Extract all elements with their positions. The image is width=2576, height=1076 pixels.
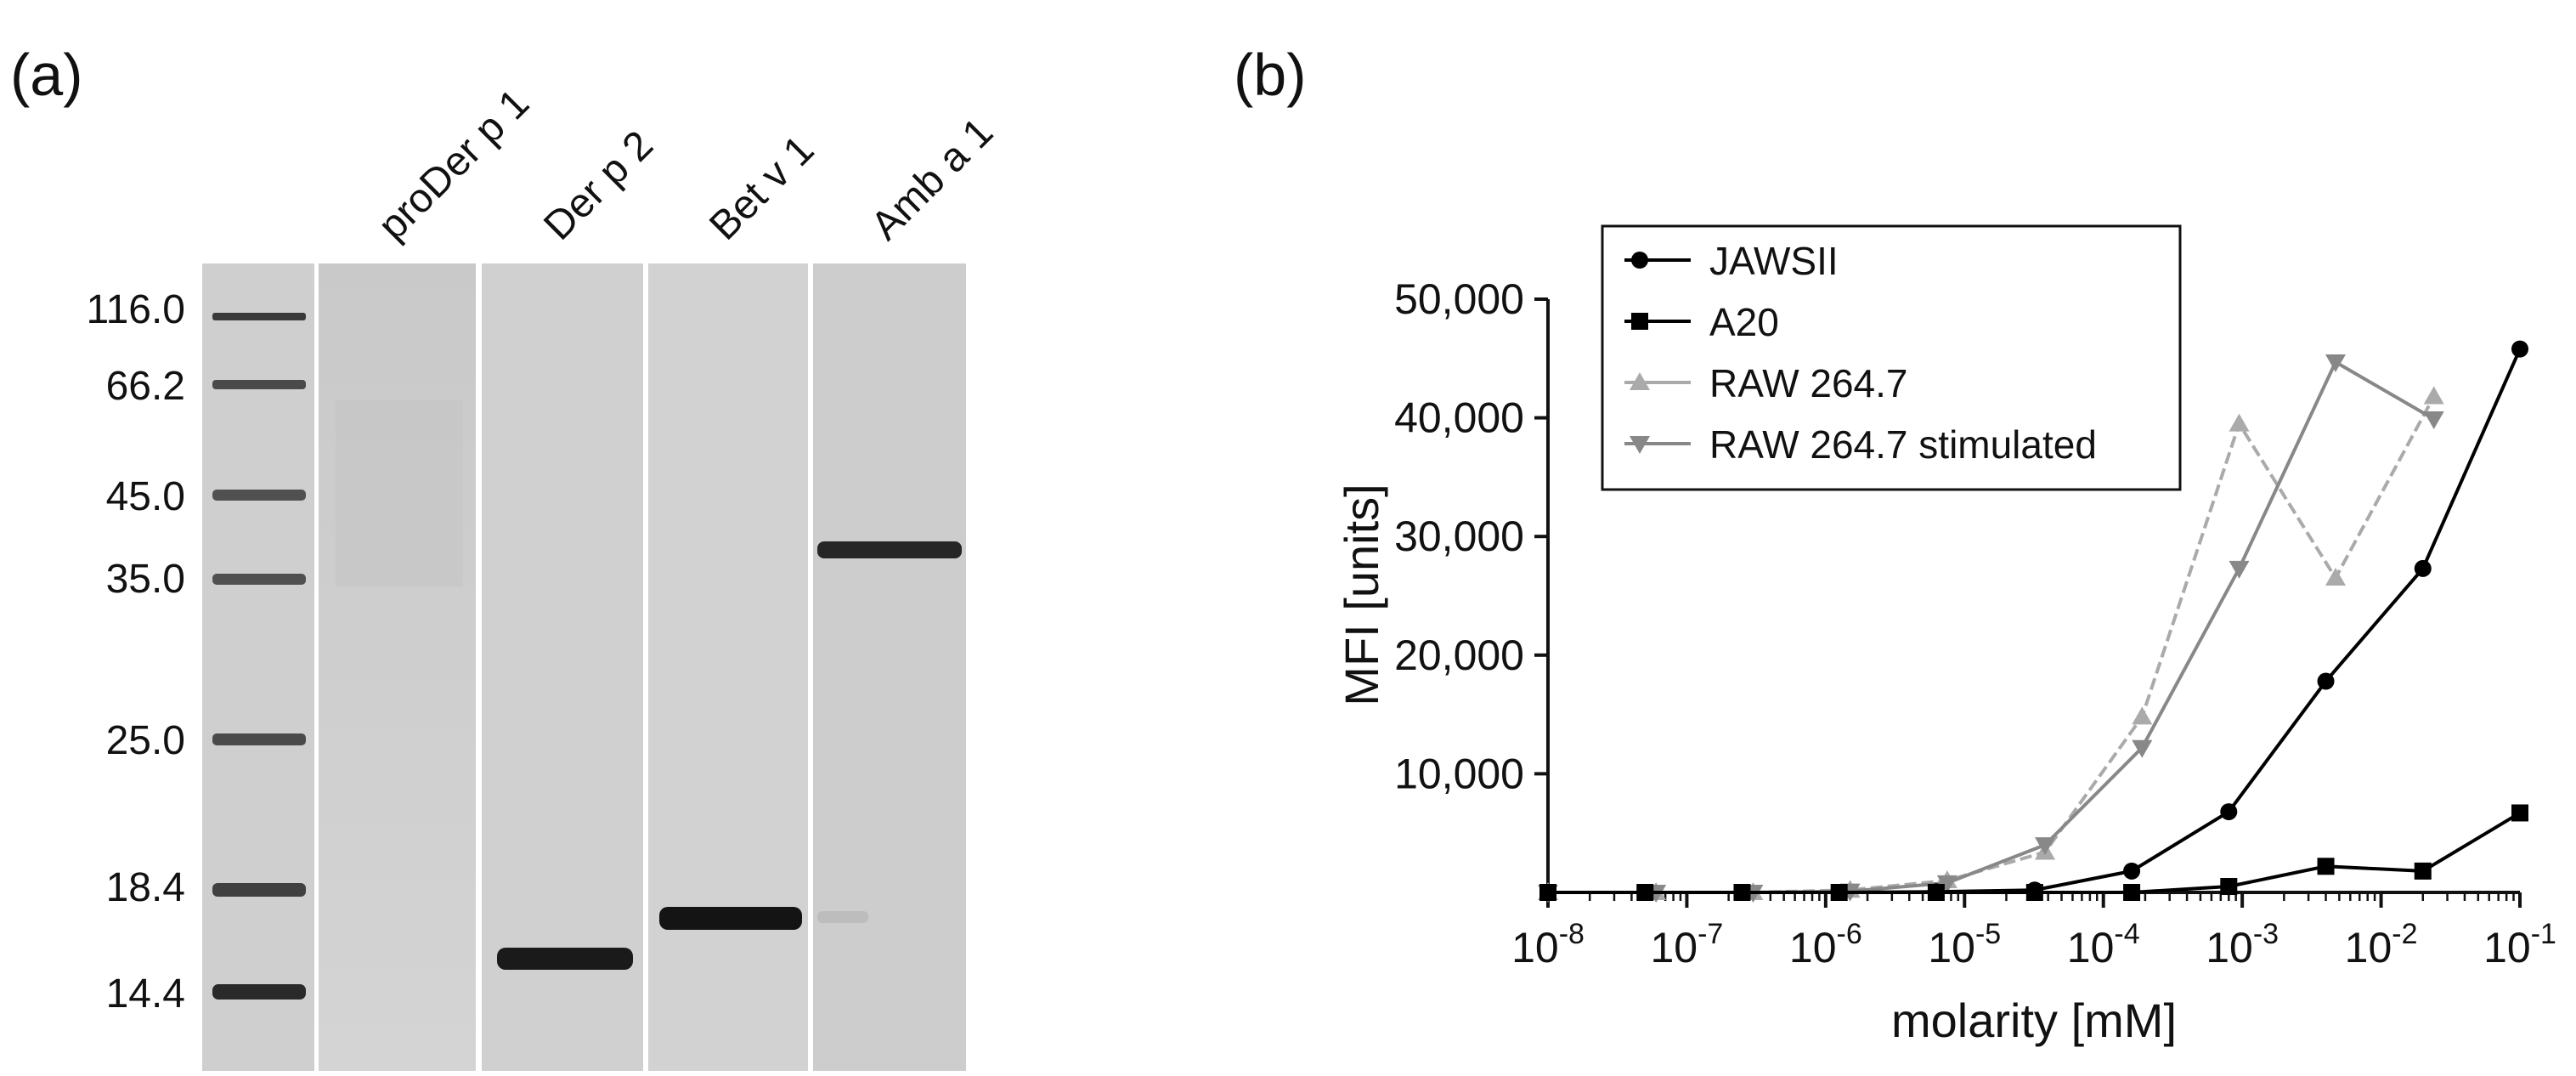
lane-label: proDer p 1	[370, 81, 538, 249]
y-tick-label: 20,000	[1394, 631, 1524, 679]
data-point	[2220, 803, 2238, 821]
ladder-bands	[212, 313, 306, 1000]
ladder-band	[212, 733, 306, 745]
data-point	[2325, 568, 2346, 586]
marker-label: 18.4	[106, 865, 185, 910]
data-point	[2511, 340, 2528, 358]
data-point	[2220, 878, 2238, 896]
panel-a-label: (a)	[10, 42, 83, 108]
y-tick-label: 10,000	[1394, 750, 1524, 797]
data-point	[2132, 739, 2153, 758]
data-point	[2229, 413, 2250, 432]
data-point	[2025, 881, 2043, 899]
x-axis-title: molarity [mM]	[1891, 994, 2177, 1047]
data-point	[2317, 858, 2335, 875]
legend-box	[1601, 224, 2182, 491]
x-tick-label: 10-3	[2206, 918, 2279, 971]
marker-label: 45.0	[106, 474, 185, 519]
data-point	[2423, 386, 2444, 405]
legend-marker	[1631, 313, 1648, 330]
data-point	[2132, 706, 2153, 725]
legend: JAWSII A20 RAW 264.7 RAW 264.7 stimulated	[1601, 224, 2182, 491]
lane-label: Bet v 1	[701, 127, 822, 249]
x-ticks: 10-8 10-7 10-6 10-5 10-4 10-3 10-2 10-1	[1511, 892, 2556, 971]
x-tick-label: 10-2	[2345, 918, 2418, 971]
ladder-band	[212, 380, 306, 389]
marker-label: 66.2	[106, 364, 185, 409]
x-tick-label: 10-8	[1511, 918, 1585, 971]
data-point	[2035, 837, 2056, 856]
gel-lane-proderp1	[319, 263, 476, 1071]
data-point	[2511, 804, 2528, 822]
band-amba1	[817, 541, 962, 558]
data-point	[1830, 884, 1848, 901]
legend-label: JAWSII	[1709, 239, 1839, 283]
data-point	[2317, 672, 2335, 690]
marker-label: 35.0	[106, 557, 185, 602]
band-derp2	[497, 948, 633, 970]
marker-labels: 116.0 66.2 45.0 35.0 25.0 18.4 14.4	[86, 287, 185, 1017]
series-layer	[1538, 340, 2528, 903]
gel-lane-derp2	[482, 263, 643, 1071]
data-point	[2123, 884, 2141, 901]
y-tick-label: 50,000	[1394, 275, 1524, 323]
lane-label: Amb a 1	[862, 110, 1002, 249]
marker-label: 116.0	[86, 287, 185, 332]
data-point	[2325, 354, 2346, 372]
legend-marker	[1631, 252, 1648, 269]
marker-label: 14.4	[106, 971, 185, 1017]
x-tick-label: 10-1	[2483, 918, 2556, 971]
legend-marker	[1630, 372, 1650, 390]
legend-marker	[1630, 436, 1650, 454]
ladder-band	[212, 984, 306, 1000]
data-point	[1936, 875, 1957, 893]
series-jawsii	[1539, 340, 2528, 901]
legend-label: RAW 264.7	[1709, 361, 1908, 405]
ladder-band	[212, 490, 306, 501]
y-ticks: 10,000 20,000 30,000 40,000 50,000	[1394, 275, 1548, 797]
legend-label: A20	[1709, 300, 1779, 344]
data-point	[1636, 884, 1654, 901]
x-tick-label: 10-6	[1789, 918, 1862, 971]
ladder-band	[212, 883, 306, 897]
gel-lane-amba1	[813, 263, 966, 1071]
gel-panel: (a) 116.0 66.2 45.0 35.0 2	[10, 42, 1002, 1071]
data-point	[2229, 560, 2250, 579]
legend-label: RAW 264.7 stimulated	[1709, 422, 2097, 467]
panel-b-label: (b)	[1234, 42, 1307, 108]
data-point	[2123, 862, 2141, 880]
ladder-band	[212, 313, 306, 320]
series-line	[1548, 811, 2522, 894]
x-tick-label: 10-4	[2067, 918, 2140, 971]
data-point	[1733, 884, 1751, 901]
lane-labels: proDer p 1 Der p 2 Bet v 1 Amb a 1	[370, 81, 1002, 249]
data-point	[2414, 559, 2432, 577]
x-tick-label: 10-5	[1928, 918, 2001, 971]
data-point	[1539, 884, 1556, 901]
gel-smear	[336, 399, 463, 586]
x-tick-label: 10-7	[1650, 918, 1723, 971]
data-point	[2414, 862, 2432, 880]
gel-lane-betv1	[648, 263, 808, 1071]
data-point	[2423, 411, 2444, 429]
legend-entries: JAWSII A20 RAW 264.7 RAW 264.7 stimulated	[1624, 239, 2097, 467]
ladder-band	[212, 574, 306, 585]
gel-lane-ladder	[202, 263, 314, 1071]
marker-label: 25.0	[106, 718, 185, 763]
y-tick-label: 40,000	[1394, 394, 1524, 442]
lane-label: Der p 2	[535, 122, 662, 249]
y-tick-label: 30,000	[1394, 513, 1524, 560]
y-axis-title: MFI [units]	[1335, 484, 1388, 705]
band-amba1-faint	[817, 911, 868, 923]
band-betv1	[659, 907, 802, 930]
data-point	[1927, 883, 1945, 901]
